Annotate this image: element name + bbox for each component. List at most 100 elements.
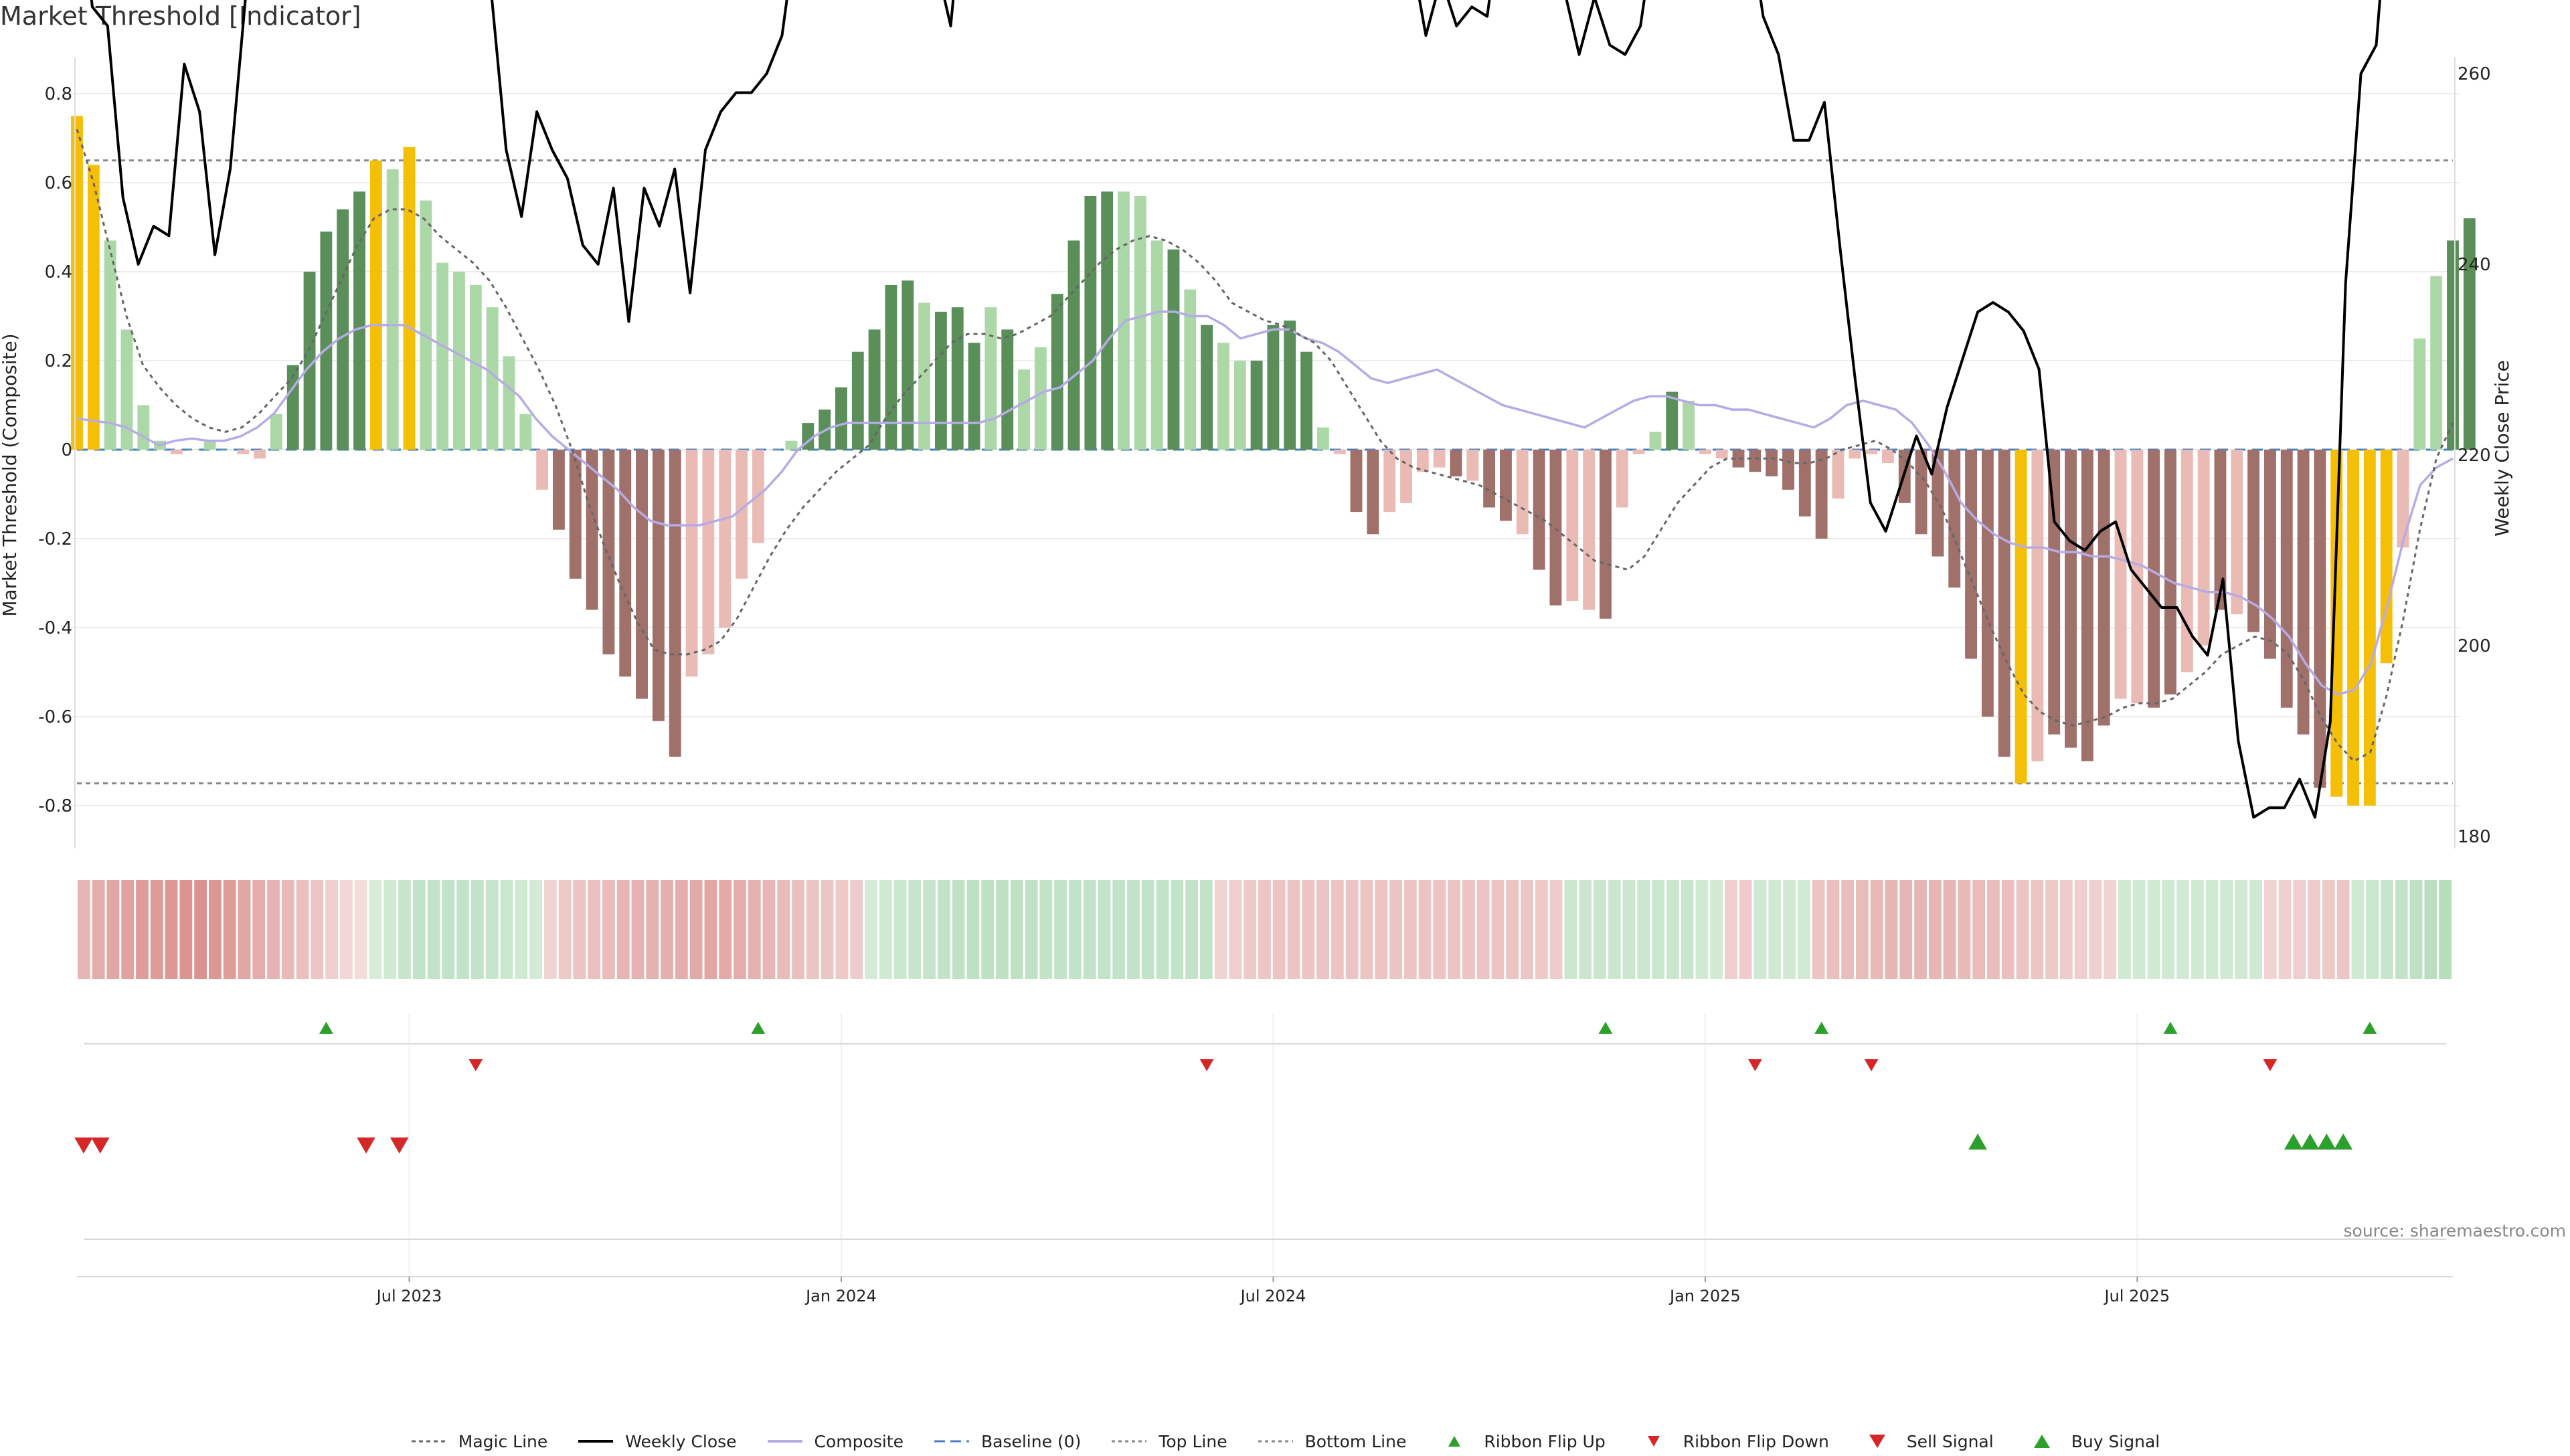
bar (1416, 450, 1429, 472)
ribbon-cell (2293, 880, 2306, 979)
ribbon-cell (1899, 880, 1913, 979)
legend-symbol (577, 1433, 614, 1449)
weekly-close-line (90, 0, 2381, 819)
ribbon-cell (1199, 880, 1213, 979)
ribbon-cell (748, 880, 761, 979)
ribbon-cell (485, 880, 499, 979)
bar (1051, 294, 1063, 450)
ribbon-cell (1185, 880, 1198, 979)
bar (1018, 369, 1030, 450)
legend-label: Weekly Close (625, 1431, 737, 1451)
ribbon-cell (1535, 880, 1548, 979)
bar (2297, 450, 2310, 735)
legend: Magic Line Weekly Close Composite Baseline … (0, 1427, 2570, 1456)
ribbon-cell (2336, 880, 2350, 979)
ribbon-cell (2031, 880, 2044, 979)
bar (1034, 347, 1047, 450)
ribbon-cell (92, 880, 105, 979)
bar (320, 232, 333, 450)
ribbon-cell (252, 880, 266, 979)
bar (203, 440, 216, 450)
series-lines (76, 0, 2454, 819)
bar (1882, 450, 1894, 463)
bar (1699, 450, 1711, 454)
bar (1965, 450, 1978, 659)
ribbon-cell (1331, 880, 1344, 979)
ribbon-cell (1914, 880, 1927, 979)
legend-symbol (933, 1433, 970, 1449)
ribbon-cell (1783, 880, 1796, 979)
bar (934, 311, 947, 450)
ribbon-cell (2439, 880, 2452, 979)
y-tick-label: 0.6 (45, 173, 72, 193)
ribbon-cell (1666, 880, 1679, 979)
sell-signal-marker (390, 1138, 409, 1154)
ribbon-cell (1418, 880, 1432, 979)
ribbon-cell (1637, 880, 1650, 979)
legend-label: Bottom Line (1304, 1431, 1407, 1451)
ribbon-cell (2089, 880, 2102, 979)
ribbon-cell (893, 880, 907, 979)
ribbon-flip-down-marker (1199, 1059, 1214, 1071)
ribbon-cell (121, 880, 135, 979)
x-tick-label: Jul 2024 (1239, 1287, 1306, 1305)
bar (2280, 450, 2293, 708)
ribbon-flip-up-marker (2363, 1022, 2377, 1034)
ribbon-cell (1098, 880, 1111, 979)
bar (1849, 450, 1861, 459)
bar (1683, 400, 1695, 450)
bar (1865, 450, 1878, 454)
bar (104, 240, 116, 450)
ribbon-cell (2322, 880, 2335, 979)
ribbon-cell (952, 880, 965, 979)
ribbon-cell (2381, 880, 2393, 979)
ribbon-cell (923, 880, 936, 979)
ribbon-cell (398, 880, 411, 979)
ribbon-cell (1521, 880, 1533, 979)
legend-item-sell: Sell Signal (1859, 1432, 1994, 1451)
ribbon-cell (2249, 880, 2262, 979)
ribbon-cell (996, 880, 1009, 979)
legend-symbol (1436, 1433, 1473, 1449)
ribbon-flip-down-marker (1864, 1059, 1879, 1071)
bar (137, 405, 150, 450)
ribbon-cell (588, 880, 601, 979)
buy-signal-marker (2317, 1133, 2336, 1150)
ribbon-cell (1229, 880, 1242, 979)
bar (2065, 450, 2077, 748)
ribbon-cell (2162, 880, 2175, 979)
bar (1948, 450, 1961, 588)
ribbon-cell (1039, 880, 1053, 979)
bar (254, 450, 266, 459)
ribbon-flip-down-marker (1747, 1059, 1762, 1071)
bar (984, 307, 997, 450)
ribbon-cell (267, 880, 280, 979)
ribbon-cell (1652, 880, 1664, 979)
bar (569, 450, 582, 579)
ribbon-cell (2263, 880, 2277, 979)
legend-item-flip-down: Ribbon Flip Down (1635, 1432, 1829, 1451)
bar (2363, 450, 2376, 806)
ribbon-cell (616, 880, 630, 979)
ribbon-cell (2351, 880, 2365, 979)
y-tick-label: -0.8 (38, 796, 72, 816)
ribbon-cell (2118, 880, 2131, 979)
bar (436, 262, 449, 450)
ribbon-cell (1316, 880, 1330, 979)
ribbon-cell (1345, 880, 1359, 979)
bar (2347, 450, 2359, 806)
bar (2314, 450, 2326, 788)
y-tick-label: -0.2 (38, 529, 72, 549)
ribbon-heatmap (78, 880, 2452, 979)
sell-signal-marker (357, 1138, 375, 1154)
ribbon-cell (179, 880, 193, 979)
bar (1367, 450, 1379, 535)
ribbon-cell (1681, 880, 1694, 979)
ribbon-cell (1375, 880, 1388, 979)
ribbon-cell (1841, 880, 1855, 979)
legend-item-bottom: Bottom Line (1257, 1431, 1407, 1451)
bar (469, 284, 482, 450)
ribbon-cell (1725, 880, 1737, 979)
legend-label: Buy Signal (2071, 1431, 2160, 1451)
